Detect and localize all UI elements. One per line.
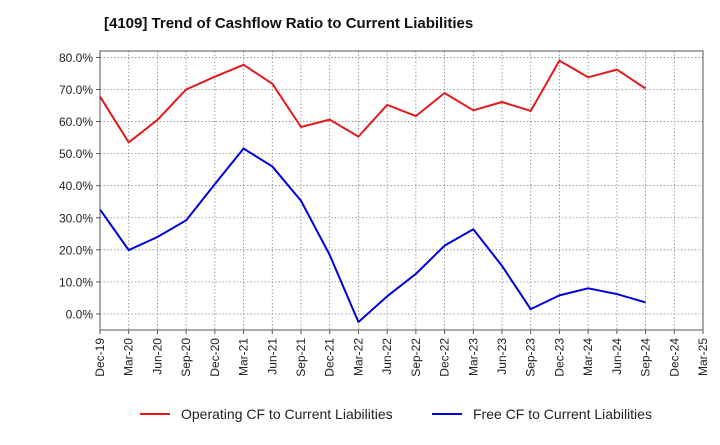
x-tick-label: Jun-20: [150, 338, 164, 375]
y-tick-label: 20.0%: [59, 243, 93, 257]
x-tick-label: Dec-21: [323, 338, 337, 377]
x-tick-label: Sep-20: [179, 338, 193, 377]
legend-label-2: Free CF to Current Liabilities: [473, 406, 652, 422]
x-tick-label: Jun-21: [265, 338, 279, 375]
x-tick-label: Mar-24: [581, 338, 595, 376]
x-tick-label: Mar-22: [351, 338, 365, 376]
x-tick-label: Dec-20: [208, 338, 222, 377]
y-tick-label: 50.0%: [59, 147, 93, 161]
x-tick-label: Sep-21: [294, 338, 308, 377]
chart-title: [4109] Trend of Cashflow Ratio to Curren…: [104, 15, 474, 32]
grid-layer: [99, 51, 704, 330]
x-tick-label: Dec-24: [667, 338, 681, 377]
x-tick-label: Jun-22: [380, 338, 394, 375]
x-tick-label: Sep-22: [409, 338, 423, 377]
x-tick-label: Jun-24: [610, 338, 624, 375]
y-tick-label: 30.0%: [59, 211, 93, 225]
legend: Operating CF to Current Liabilities Free …: [140, 406, 652, 422]
legend-label-1: Operating CF to Current Liabilities: [181, 406, 393, 422]
x-tick-label: Mar-21: [237, 338, 251, 376]
x-tick-label: Mar-25: [696, 338, 710, 376]
axis-layer: Dec-19 Mar-20 Jun-20 Sep-20 Dec-20 Mar-21 Jun-…: [59, 51, 710, 377]
series-line-2: [99, 147, 646, 323]
x-tick-label: Dec-22: [438, 338, 452, 377]
x-tick-label: Dec-19: [93, 338, 107, 377]
y-tick-label: 80.0%: [59, 51, 93, 65]
x-tick-label: Jun-23: [495, 338, 509, 375]
series-line-1: [99, 59, 647, 144]
x-tick-label: Mar-20: [122, 338, 136, 376]
series-layer: [99, 59, 647, 323]
x-tick-label: Sep-24: [639, 338, 653, 377]
y-tick-label: 40.0%: [59, 179, 93, 193]
x-tick-label: Mar-23: [466, 338, 480, 376]
y-tick-label: 10.0%: [59, 275, 93, 289]
x-tick-label: Sep-23: [524, 338, 538, 377]
y-tick-label: 70.0%: [59, 83, 93, 97]
plot-frame: [99, 50, 704, 331]
x-tick-label: Dec-23: [552, 338, 566, 377]
y-tick-label: 0.0%: [66, 307, 94, 321]
y-tick-label: 60.0%: [59, 115, 93, 129]
